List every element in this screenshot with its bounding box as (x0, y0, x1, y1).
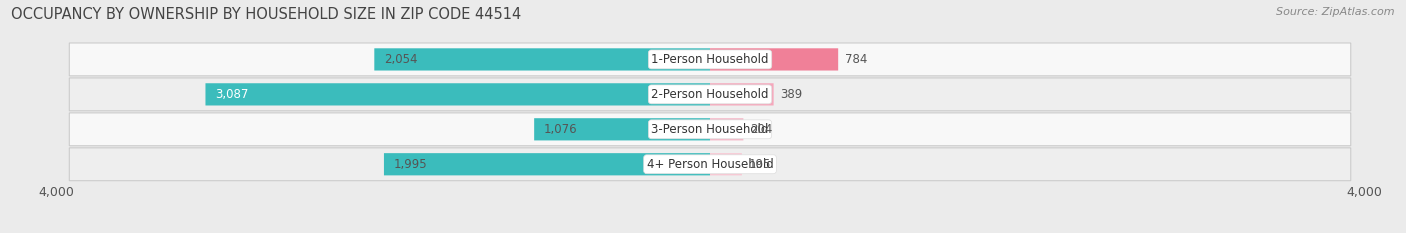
Text: 1-Person Household: 1-Person Household (651, 53, 769, 66)
Text: 2,054: 2,054 (384, 53, 418, 66)
FancyBboxPatch shape (710, 83, 773, 106)
Text: 389: 389 (780, 88, 803, 101)
FancyBboxPatch shape (69, 43, 1351, 76)
Text: 784: 784 (845, 53, 868, 66)
Text: 1,076: 1,076 (544, 123, 578, 136)
Text: OCCUPANCY BY OWNERSHIP BY HOUSEHOLD SIZE IN ZIP CODE 44514: OCCUPANCY BY OWNERSHIP BY HOUSEHOLD SIZE… (11, 7, 522, 22)
Text: 1,995: 1,995 (394, 158, 427, 171)
FancyBboxPatch shape (69, 148, 1351, 181)
FancyBboxPatch shape (710, 48, 838, 71)
FancyBboxPatch shape (384, 153, 710, 175)
Text: Source: ZipAtlas.com: Source: ZipAtlas.com (1277, 7, 1395, 17)
FancyBboxPatch shape (374, 48, 710, 71)
Text: 2-Person Household: 2-Person Household (651, 88, 769, 101)
FancyBboxPatch shape (534, 118, 710, 140)
Text: 3,087: 3,087 (215, 88, 249, 101)
FancyBboxPatch shape (710, 153, 742, 175)
FancyBboxPatch shape (205, 83, 710, 106)
Text: 4+ Person Household: 4+ Person Household (647, 158, 773, 171)
FancyBboxPatch shape (69, 113, 1351, 146)
FancyBboxPatch shape (69, 78, 1351, 111)
Text: 3-Person Household: 3-Person Household (651, 123, 769, 136)
Text: 195: 195 (748, 158, 770, 171)
FancyBboxPatch shape (710, 118, 744, 140)
Text: 204: 204 (749, 123, 772, 136)
